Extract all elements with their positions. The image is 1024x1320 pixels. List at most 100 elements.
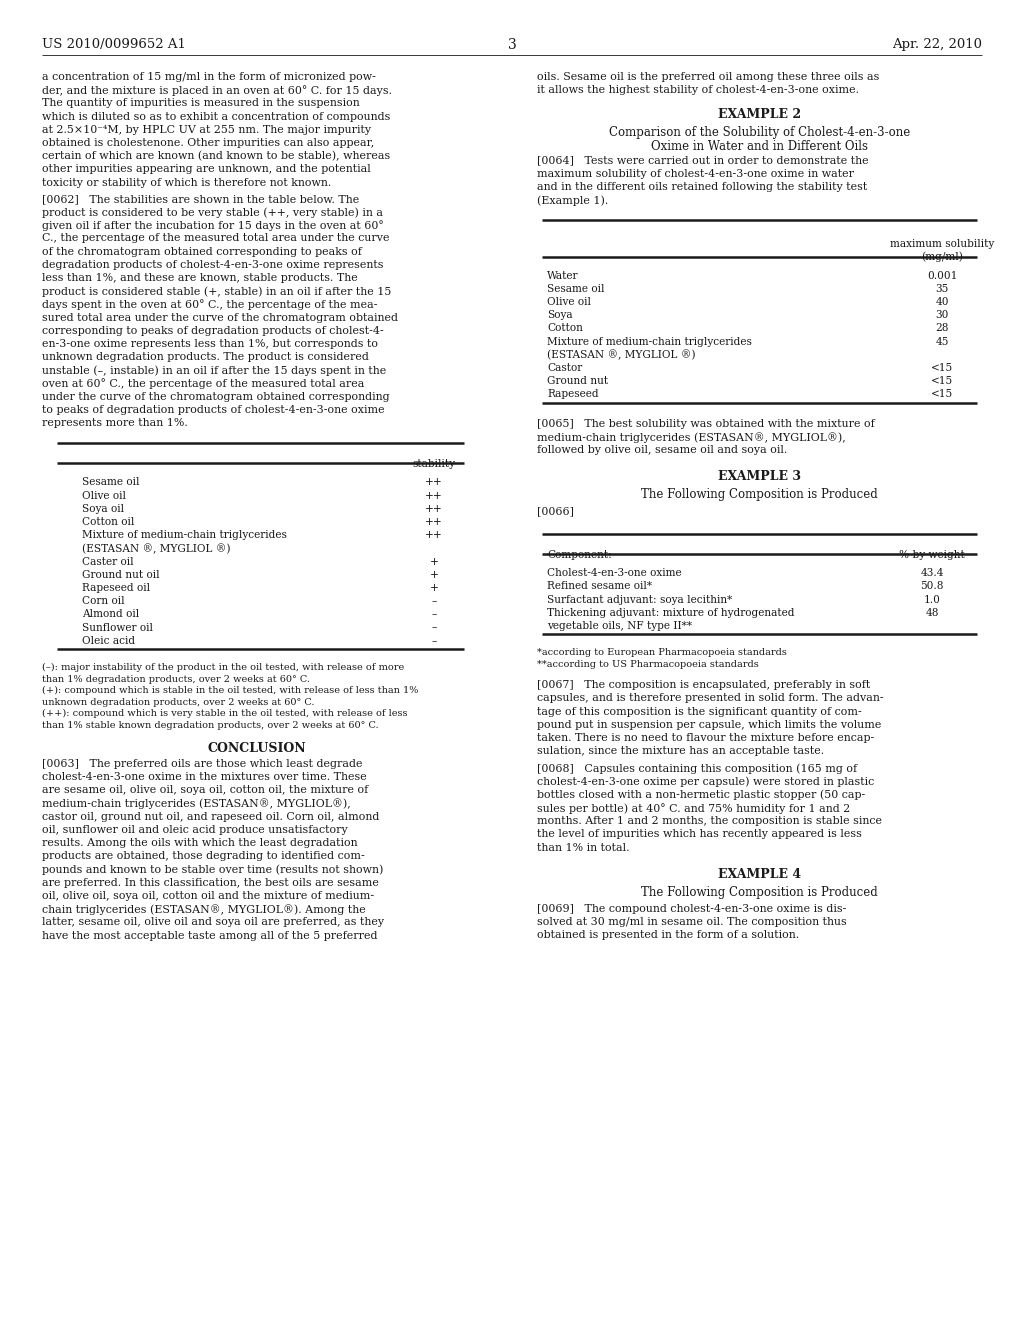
Text: 45: 45 bbox=[935, 337, 948, 347]
Text: +: + bbox=[429, 557, 438, 566]
Text: [0068]   Capsules containing this composition (165 mg of: [0068] Capsules containing this composit… bbox=[537, 763, 857, 774]
Text: ++: ++ bbox=[425, 517, 442, 527]
Text: oils. Sesame oil is the preferred oil among these three oils as: oils. Sesame oil is the preferred oil am… bbox=[537, 73, 880, 82]
Text: 43.4: 43.4 bbox=[921, 568, 944, 578]
Text: The Following Composition is Produced: The Following Composition is Produced bbox=[641, 886, 878, 899]
Text: of the chromatogram obtained corresponding to peaks of: of the chromatogram obtained correspondi… bbox=[42, 247, 361, 256]
Text: obtained is presented in the form of a solution.: obtained is presented in the form of a s… bbox=[537, 931, 799, 940]
Text: Comparison of the Solubility of Cholest-4-en-3-one: Comparison of the Solubility of Cholest-… bbox=[609, 127, 910, 140]
Text: EXAMPLE 2: EXAMPLE 2 bbox=[718, 108, 801, 121]
Text: [0066]: [0066] bbox=[537, 506, 574, 516]
Text: Apr. 22, 2010: Apr. 22, 2010 bbox=[892, 38, 982, 51]
Text: 35: 35 bbox=[935, 284, 948, 294]
Text: given oil if after the incubation for 15 days in the oven at 60°: given oil if after the incubation for 15… bbox=[42, 220, 384, 231]
Text: Caster oil: Caster oil bbox=[82, 557, 133, 566]
Text: 3: 3 bbox=[508, 38, 516, 51]
Text: % by weight: % by weight bbox=[899, 550, 965, 560]
Text: (ESTASAN ®, MYGLIOL ®): (ESTASAN ®, MYGLIOL ®) bbox=[547, 350, 695, 360]
Text: [0069]   The compound cholest-4-en-3-one oxime is dis-: [0069] The compound cholest-4-en-3-one o… bbox=[537, 904, 847, 913]
Text: unstable (–, instable) in an oil if after the 15 days spent in the: unstable (–, instable) in an oil if afte… bbox=[42, 366, 386, 376]
Text: sured total area under the curve of the chromatogram obtained: sured total area under the curve of the … bbox=[42, 313, 398, 322]
Text: (++): compound which is very stable in the oil tested, with release of less: (++): compound which is very stable in t… bbox=[42, 709, 408, 718]
Text: bottles closed with a non-hermetic plastic stopper (50 cap-: bottles closed with a non-hermetic plast… bbox=[537, 789, 865, 800]
Text: oven at 60° C., the percentage of the measured total area: oven at 60° C., the percentage of the me… bbox=[42, 379, 365, 389]
Text: tage of this composition is the significant quantity of com-: tage of this composition is the signific… bbox=[537, 706, 862, 717]
Text: the level of impurities which has recently appeared is less: the level of impurities which has recent… bbox=[537, 829, 862, 840]
Text: der, and the mixture is placed in an oven at 60° C. for 15 days.: der, and the mixture is placed in an ove… bbox=[42, 86, 392, 96]
Text: Almond oil: Almond oil bbox=[82, 610, 139, 619]
Text: (ESTASAN ®, MYGLIOL ®): (ESTASAN ®, MYGLIOL ®) bbox=[82, 544, 230, 554]
Text: [0062]   The stabilities are shown in the table below. The: [0062] The stabilities are shown in the … bbox=[42, 194, 359, 203]
Text: The quantity of impurities is measured in the suspension: The quantity of impurities is measured i… bbox=[42, 99, 359, 108]
Text: taken. There is no need to flavour the mixture before encap-: taken. There is no need to flavour the m… bbox=[537, 733, 874, 743]
Text: oil, olive oil, soya oil, cotton oil and the mixture of medium-: oil, olive oil, soya oil, cotton oil and… bbox=[42, 891, 374, 902]
Text: –: – bbox=[431, 623, 436, 632]
Text: [0063]   The preferred oils are those which least degrade: [0063] The preferred oils are those whic… bbox=[42, 759, 362, 770]
Text: Mixture of medium-chain triglycerides: Mixture of medium-chain triglycerides bbox=[547, 337, 752, 347]
Text: Cholest-4-en-3-one oxime: Cholest-4-en-3-one oxime bbox=[547, 568, 682, 578]
Text: at 2.5×10⁻⁴M, by HPLC UV at 255 nm. The major impurity: at 2.5×10⁻⁴M, by HPLC UV at 255 nm. The … bbox=[42, 125, 371, 135]
Text: than 1% degradation products, over 2 weeks at 60° C.: than 1% degradation products, over 2 wee… bbox=[42, 675, 310, 684]
Text: ++: ++ bbox=[425, 478, 442, 487]
Text: Sesame oil: Sesame oil bbox=[547, 284, 604, 294]
Text: <15: <15 bbox=[931, 363, 953, 374]
Text: Cotton oil: Cotton oil bbox=[82, 517, 134, 527]
Text: products are obtained, those degrading to identified com-: products are obtained, those degrading t… bbox=[42, 851, 365, 862]
Text: than 1% in total.: than 1% in total. bbox=[537, 842, 630, 853]
Text: 1.0: 1.0 bbox=[924, 594, 940, 605]
Text: latter, sesame oil, olive oil and soya oil are preferred, as they: latter, sesame oil, olive oil and soya o… bbox=[42, 917, 384, 928]
Text: castor oil, ground nut oil, and rapeseed oil. Corn oil, almond: castor oil, ground nut oil, and rapeseed… bbox=[42, 812, 379, 822]
Text: Oxime in Water and in Different Oils: Oxime in Water and in Different Oils bbox=[651, 140, 868, 153]
Text: cholest-4-en-3-one oxime in the mixtures over time. These: cholest-4-en-3-one oxime in the mixtures… bbox=[42, 772, 367, 783]
Text: en-3-one oxime represents less than 1%, but corresponds to: en-3-one oxime represents less than 1%, … bbox=[42, 339, 378, 348]
Text: to peaks of degradation products of cholest-4-en-3-one oxime: to peaks of degradation products of chol… bbox=[42, 405, 385, 414]
Text: a concentration of 15 mg/ml in the form of micronized pow-: a concentration of 15 mg/ml in the form … bbox=[42, 73, 376, 82]
Text: degradation products of cholest-4-en-3-one oxime represents: degradation products of cholest-4-en-3-o… bbox=[42, 260, 384, 269]
Text: Olive oil: Olive oil bbox=[547, 297, 591, 308]
Text: product is considered to be very stable (++, very stable) in a: product is considered to be very stable … bbox=[42, 207, 383, 218]
Text: Cotton: Cotton bbox=[547, 323, 583, 334]
Text: unknown degradation products, over 2 weeks at 60° C.: unknown degradation products, over 2 wee… bbox=[42, 697, 314, 706]
Text: (–): major instability of the product in the oil tested, with release of more: (–): major instability of the product in… bbox=[42, 663, 404, 672]
Text: ++: ++ bbox=[425, 491, 442, 500]
Text: are preferred. In this classification, the best oils are sesame: are preferred. In this classification, t… bbox=[42, 878, 379, 888]
Text: EXAMPLE 3: EXAMPLE 3 bbox=[718, 470, 801, 483]
Text: toxicity or stability of which is therefore not known.: toxicity or stability of which is theref… bbox=[42, 178, 331, 187]
Text: [0065]   The best solubility was obtained with the mixture of: [0065] The best solubility was obtained … bbox=[537, 418, 874, 429]
Text: are sesame oil, olive oil, soya oil, cotton oil, the mixture of: are sesame oil, olive oil, soya oil, cot… bbox=[42, 785, 369, 796]
Text: sulation, since the mixture has an acceptable taste.: sulation, since the mixture has an accep… bbox=[537, 746, 824, 756]
Text: it allows the highest stability of cholest-4-en-3-one oxime.: it allows the highest stability of chole… bbox=[537, 86, 859, 95]
Text: 50.8: 50.8 bbox=[921, 581, 944, 591]
Text: Sesame oil: Sesame oil bbox=[82, 478, 139, 487]
Text: Corn oil: Corn oil bbox=[82, 597, 125, 606]
Text: Oleic acid: Oleic acid bbox=[82, 636, 135, 645]
Text: sules per bottle) at 40° C. and 75% humidity for 1 and 2: sules per bottle) at 40° C. and 75% humi… bbox=[537, 803, 850, 814]
Text: ++: ++ bbox=[425, 504, 442, 513]
Text: solved at 30 mg/ml in sesame oil. The composition thus: solved at 30 mg/ml in sesame oil. The co… bbox=[537, 917, 847, 927]
Text: Mixture of medium-chain triglycerides: Mixture of medium-chain triglycerides bbox=[82, 531, 287, 540]
Text: <15: <15 bbox=[931, 376, 953, 387]
Text: US 2010/0099652 A1: US 2010/0099652 A1 bbox=[42, 38, 186, 51]
Text: months. After 1 and 2 months, the composition is stable since: months. After 1 and 2 months, the compos… bbox=[537, 816, 882, 826]
Text: –: – bbox=[431, 610, 436, 619]
Text: 48: 48 bbox=[926, 607, 939, 618]
Text: Rapeseed oil: Rapeseed oil bbox=[82, 583, 151, 593]
Text: +: + bbox=[429, 570, 438, 579]
Text: under the curve of the chromatogram obtained corresponding: under the curve of the chromatogram obta… bbox=[42, 392, 389, 401]
Text: Castor: Castor bbox=[547, 363, 583, 374]
Text: vegetable oils, NF type II**: vegetable oils, NF type II** bbox=[547, 620, 692, 631]
Text: The Following Composition is Produced: The Following Composition is Produced bbox=[641, 488, 878, 502]
Text: –: – bbox=[431, 636, 436, 645]
Text: EXAMPLE 4: EXAMPLE 4 bbox=[718, 867, 801, 880]
Text: (Example 1).: (Example 1). bbox=[537, 195, 608, 206]
Text: days spent in the oven at 60° C., the percentage of the mea-: days spent in the oven at 60° C., the pe… bbox=[42, 300, 378, 310]
Text: cholest-4-en-3-one oxime per capsule) were stored in plastic: cholest-4-en-3-one oxime per capsule) we… bbox=[537, 776, 874, 787]
Text: pound put in suspension per capsule, which limits the volume: pound put in suspension per capsule, whi… bbox=[537, 719, 882, 730]
Text: maximum solubility of cholest-4-en-3-one oxime in water: maximum solubility of cholest-4-en-3-one… bbox=[537, 169, 854, 178]
Text: **according to US Pharmacopoeia standards: **according to US Pharmacopoeia standard… bbox=[537, 660, 759, 669]
Text: Component:: Component: bbox=[547, 550, 611, 560]
Text: obtained is cholestenone. Other impurities can also appear,: obtained is cholestenone. Other impuriti… bbox=[42, 139, 374, 148]
Text: followed by olive oil, sesame oil and soya oil.: followed by olive oil, sesame oil and so… bbox=[537, 445, 787, 455]
Text: Olive oil: Olive oil bbox=[82, 491, 126, 500]
Text: Sunflower oil: Sunflower oil bbox=[82, 623, 153, 632]
